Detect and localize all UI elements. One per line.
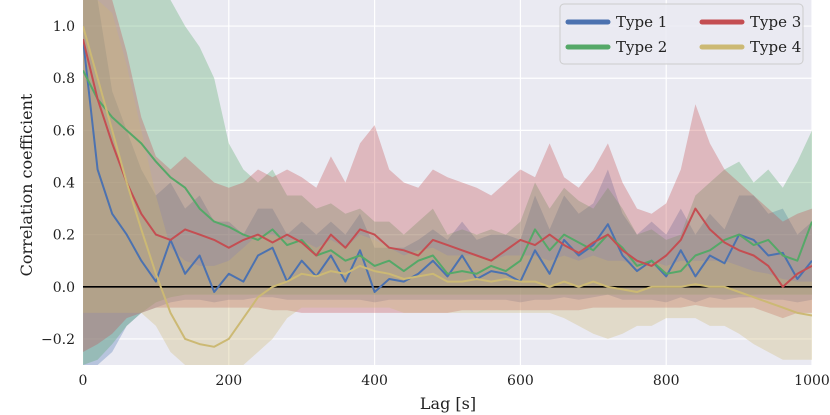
x-tick-label: 800 xyxy=(653,373,680,389)
legend: Type 1 Type 2 Type 3 Type 4 xyxy=(559,3,804,65)
y-axis-label: Correlation coefficient xyxy=(17,93,36,276)
type-4-band xyxy=(83,0,812,365)
y-tick-label: 0.8 xyxy=(53,71,75,87)
type-2-band xyxy=(83,0,812,365)
type-1-band xyxy=(83,0,812,365)
type-4-legend-label: Type 4 xyxy=(750,38,801,56)
y-tick-label: 0.4 xyxy=(53,176,75,192)
x-tick-label: 200 xyxy=(215,373,242,389)
y-tick-label: 0.0 xyxy=(53,280,75,296)
x-tick-label: 600 xyxy=(507,373,534,389)
y-tick-label: 1.0 xyxy=(53,19,75,35)
type-1-legend-label: Type 1 xyxy=(616,13,667,31)
type-2-legend-label: Type 2 xyxy=(616,38,667,56)
type-4-line xyxy=(83,25,812,348)
y-axis-ticks: −0.2 0.0 0.2 0.4 0.6 0.8 1.0 xyxy=(41,19,75,348)
type-3-line xyxy=(83,38,812,288)
y-tick-label: −0.2 xyxy=(41,332,75,348)
type-2-line xyxy=(83,69,812,275)
y-tick-label: 0.6 xyxy=(53,123,75,139)
x-axis-ticks: 0 200 400 600 800 1000 xyxy=(79,373,830,389)
type-1-line xyxy=(83,38,812,293)
x-tick-label: 1000 xyxy=(794,373,830,389)
x-tick-label: 0 xyxy=(79,373,88,389)
series-lines xyxy=(83,25,812,348)
x-tick-label: 400 xyxy=(361,373,388,389)
type-3-legend-label: Type 3 xyxy=(750,13,801,31)
y-tick-label: 0.2 xyxy=(53,228,75,244)
x-axis-label: Lag [s] xyxy=(420,394,476,413)
